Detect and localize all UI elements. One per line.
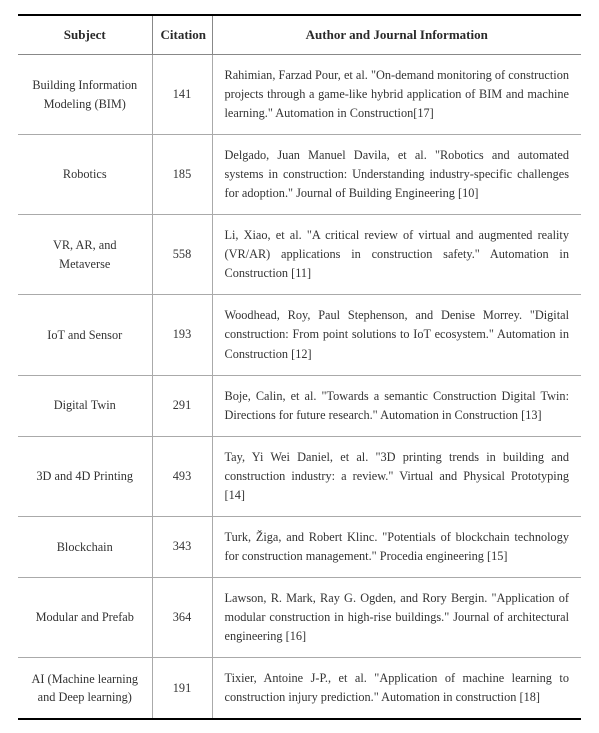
cell-subject: Blockchain [18, 516, 152, 577]
cell-subject: Robotics [18, 135, 152, 215]
table-row: Digital Twin 291 Boje, Calin, et al. "To… [18, 375, 581, 436]
cell-citation: 193 [152, 295, 212, 375]
col-header-subject: Subject [18, 15, 152, 55]
table-row: Modular and Prefab 364 Lawson, R. Mark, … [18, 577, 581, 657]
cell-citation: 493 [152, 436, 212, 516]
cell-subject: Modular and Prefab [18, 577, 152, 657]
cell-info: Li, Xiao, et al. "A critical review of v… [212, 215, 581, 295]
cell-info: Lawson, R. Mark, Ray G. Ogden, and Rory … [212, 577, 581, 657]
cell-info: Turk, Žiga, and Robert Klinc. "Potential… [212, 516, 581, 577]
col-header-info: Author and Journal Information [212, 15, 581, 55]
table-row: Robotics 185 Delgado, Juan Manuel Davila… [18, 135, 581, 215]
cell-citation: 191 [152, 658, 212, 720]
cell-subject: Digital Twin [18, 375, 152, 436]
cell-info: Woodhead, Roy, Paul Stephenson, and Deni… [212, 295, 581, 375]
col-header-citation: Citation [152, 15, 212, 55]
cell-subject: VR, AR, and Metaverse [18, 215, 152, 295]
cell-info: Boje, Calin, et al. "Towards a semantic … [212, 375, 581, 436]
cell-info: Tay, Yi Wei Daniel, et al. "3D printing … [212, 436, 581, 516]
table-row: Building Information Modeling (BIM) 141 … [18, 55, 581, 135]
cell-subject: Building Information Modeling (BIM) [18, 55, 152, 135]
cell-info: Tixier, Antoine J-P., et al. "Applicatio… [212, 658, 581, 720]
table-header-row: Subject Citation Author and Journal Info… [18, 15, 581, 55]
table-row: VR, AR, and Metaverse 558 Li, Xiao, et a… [18, 215, 581, 295]
cell-subject: IoT and Sensor [18, 295, 152, 375]
cell-info: Rahimian, Farzad Pour, et al. "On-demand… [212, 55, 581, 135]
cell-subject: AI (Machine learning and Deep learning) [18, 658, 152, 720]
table-row: IoT and Sensor 193 Woodhead, Roy, Paul S… [18, 295, 581, 375]
cell-citation: 141 [152, 55, 212, 135]
cell-citation: 364 [152, 577, 212, 657]
cell-citation: 185 [152, 135, 212, 215]
cell-info: Delgado, Juan Manuel Davila, et al. "Rob… [212, 135, 581, 215]
cell-citation: 558 [152, 215, 212, 295]
table-body: Building Information Modeling (BIM) 141 … [18, 55, 581, 720]
cell-citation: 291 [152, 375, 212, 436]
table-row: Blockchain 343 Turk, Žiga, and Robert Kl… [18, 516, 581, 577]
table-row: AI (Machine learning and Deep learning) … [18, 658, 581, 720]
table-row: 3D and 4D Printing 493 Tay, Yi Wei Danie… [18, 436, 581, 516]
citations-table: Subject Citation Author and Journal Info… [18, 14, 581, 720]
cell-citation: 343 [152, 516, 212, 577]
cell-subject: 3D and 4D Printing [18, 436, 152, 516]
